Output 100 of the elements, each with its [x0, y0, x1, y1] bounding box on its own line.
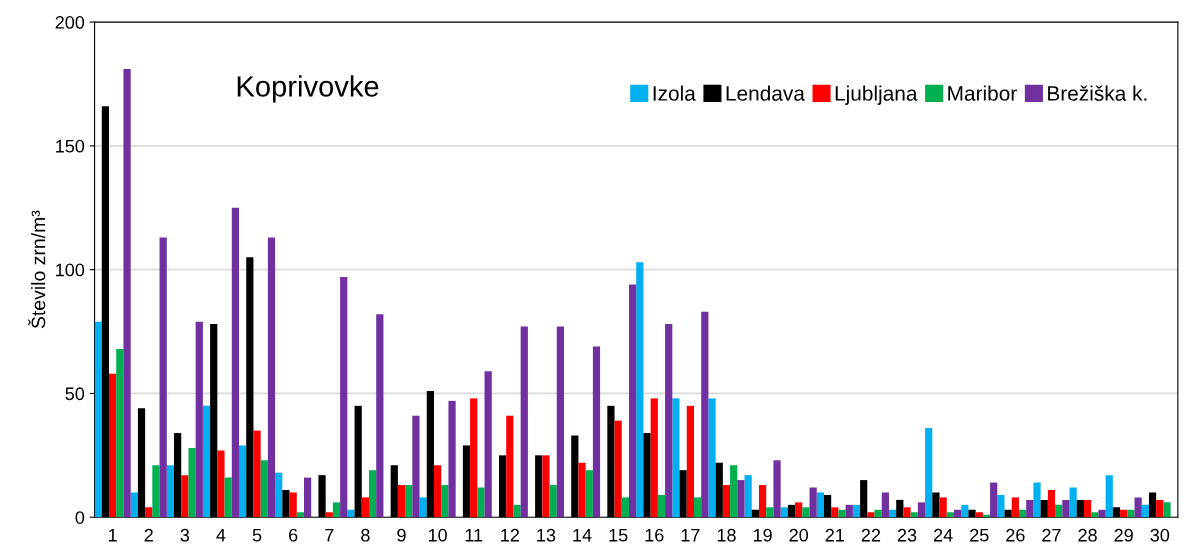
- bar: [304, 477, 312, 518]
- bar: [448, 400, 456, 518]
- bar: [1156, 499, 1164, 518]
- bar: [520, 326, 528, 518]
- x-tick-label: 21: [825, 528, 844, 542]
- x-tick-label: 5: [252, 529, 262, 542]
- x-tick-label: 12: [501, 528, 519, 542]
- x-tick-label: 2: [144, 528, 153, 542]
- bar: [123, 69, 131, 518]
- bar: [145, 507, 153, 518]
- bar: [549, 485, 557, 518]
- bar: [867, 512, 875, 518]
- bar: [506, 415, 514, 518]
- bar: [267, 237, 276, 518]
- x-tick-label: 11: [465, 529, 483, 542]
- x-tick-label: 15: [609, 529, 628, 542]
- bar: [1083, 499, 1092, 518]
- bar: [1105, 475, 1113, 518]
- bar: [737, 480, 745, 518]
- x-tick-label: 14: [573, 529, 592, 542]
- bar: [838, 509, 846, 518]
- x-tick-label: 10: [428, 528, 447, 542]
- x-tick-label: 19: [753, 528, 772, 542]
- y-tick-label: 50: [65, 387, 85, 401]
- bar: [397, 485, 406, 518]
- bar: [513, 504, 521, 518]
- bar: [614, 420, 622, 518]
- bar: [94, 321, 102, 518]
- bar: [975, 512, 983, 518]
- bar: [202, 405, 211, 518]
- bar: [361, 497, 369, 518]
- bar: [1163, 502, 1171, 518]
- bar: [477, 487, 485, 518]
- x-tick-label: 22: [861, 528, 881, 542]
- bar: [910, 512, 918, 518]
- bar: [1047, 489, 1056, 518]
- bar: [340, 277, 348, 518]
- x-tick-label: 28: [1078, 528, 1097, 542]
- x-tick-label: 7: [325, 529, 334, 542]
- bar: [903, 507, 911, 518]
- x-tick-label: 13: [537, 528, 556, 542]
- bar: [441, 485, 449, 518]
- bar: [332, 502, 341, 518]
- bar: [275, 472, 283, 518]
- x-tick-label: 23: [897, 528, 917, 542]
- bar: [1134, 497, 1142, 518]
- bar: [109, 373, 117, 518]
- bar: [802, 507, 810, 518]
- x-tick-label: 4: [216, 529, 226, 542]
- legend-label: Brežiška k.: [1048, 85, 1147, 101]
- bar: [152, 465, 160, 518]
- bar: [1055, 504, 1063, 518]
- bar: [686, 405, 694, 518]
- bar: [159, 237, 167, 518]
- bar: [116, 348, 124, 518]
- bar: [376, 314, 384, 518]
- y-tick-label: 100: [56, 263, 85, 277]
- text: Koprivovke: [237, 75, 379, 103]
- legend-label: Izola: [653, 85, 696, 101]
- bar: [542, 455, 550, 518]
- bar: [1018, 509, 1027, 518]
- bar: [953, 509, 962, 518]
- y-tick-label: 0: [75, 511, 85, 524]
- bar: [239, 445, 247, 518]
- x-tick-label: 27: [1042, 528, 1061, 542]
- x-tick-label: 16: [645, 528, 664, 542]
- bar: [412, 415, 420, 518]
- bar: [946, 512, 954, 518]
- bar: [289, 492, 297, 518]
- bar: [585, 470, 593, 518]
- y-tick-label: 200: [55, 16, 85, 29]
- bar: [693, 497, 702, 518]
- bar: [831, 507, 839, 518]
- x-tick-label: 8: [361, 528, 370, 542]
- bar: [795, 502, 803, 518]
- bar: [231, 207, 239, 518]
- bar: [881, 492, 889, 518]
- bar: [665, 324, 673, 518]
- bar: [181, 475, 189, 518]
- x-tick-label: 30: [1150, 528, 1170, 542]
- x-tick-label: 24: [934, 528, 953, 542]
- bar: [253, 430, 261, 518]
- y-axis-title: Število zrn/m³: [28, 210, 46, 329]
- bar: [773, 460, 781, 518]
- bar: [722, 485, 731, 518]
- bar: [296, 512, 304, 518]
- bar: [744, 475, 752, 518]
- bar: [470, 398, 478, 518]
- bar: [845, 504, 853, 518]
- bar: [188, 447, 196, 518]
- bar: [888, 509, 897, 518]
- y-tick-label: 150: [56, 139, 85, 153]
- bar: [1033, 482, 1041, 518]
- bar: [325, 512, 333, 518]
- bar: [766, 507, 774, 518]
- bar: [369, 470, 377, 518]
- bar: [1011, 497, 1019, 518]
- bar: [224, 477, 232, 518]
- bar: [433, 465, 442, 518]
- bar: [997, 494, 1005, 518]
